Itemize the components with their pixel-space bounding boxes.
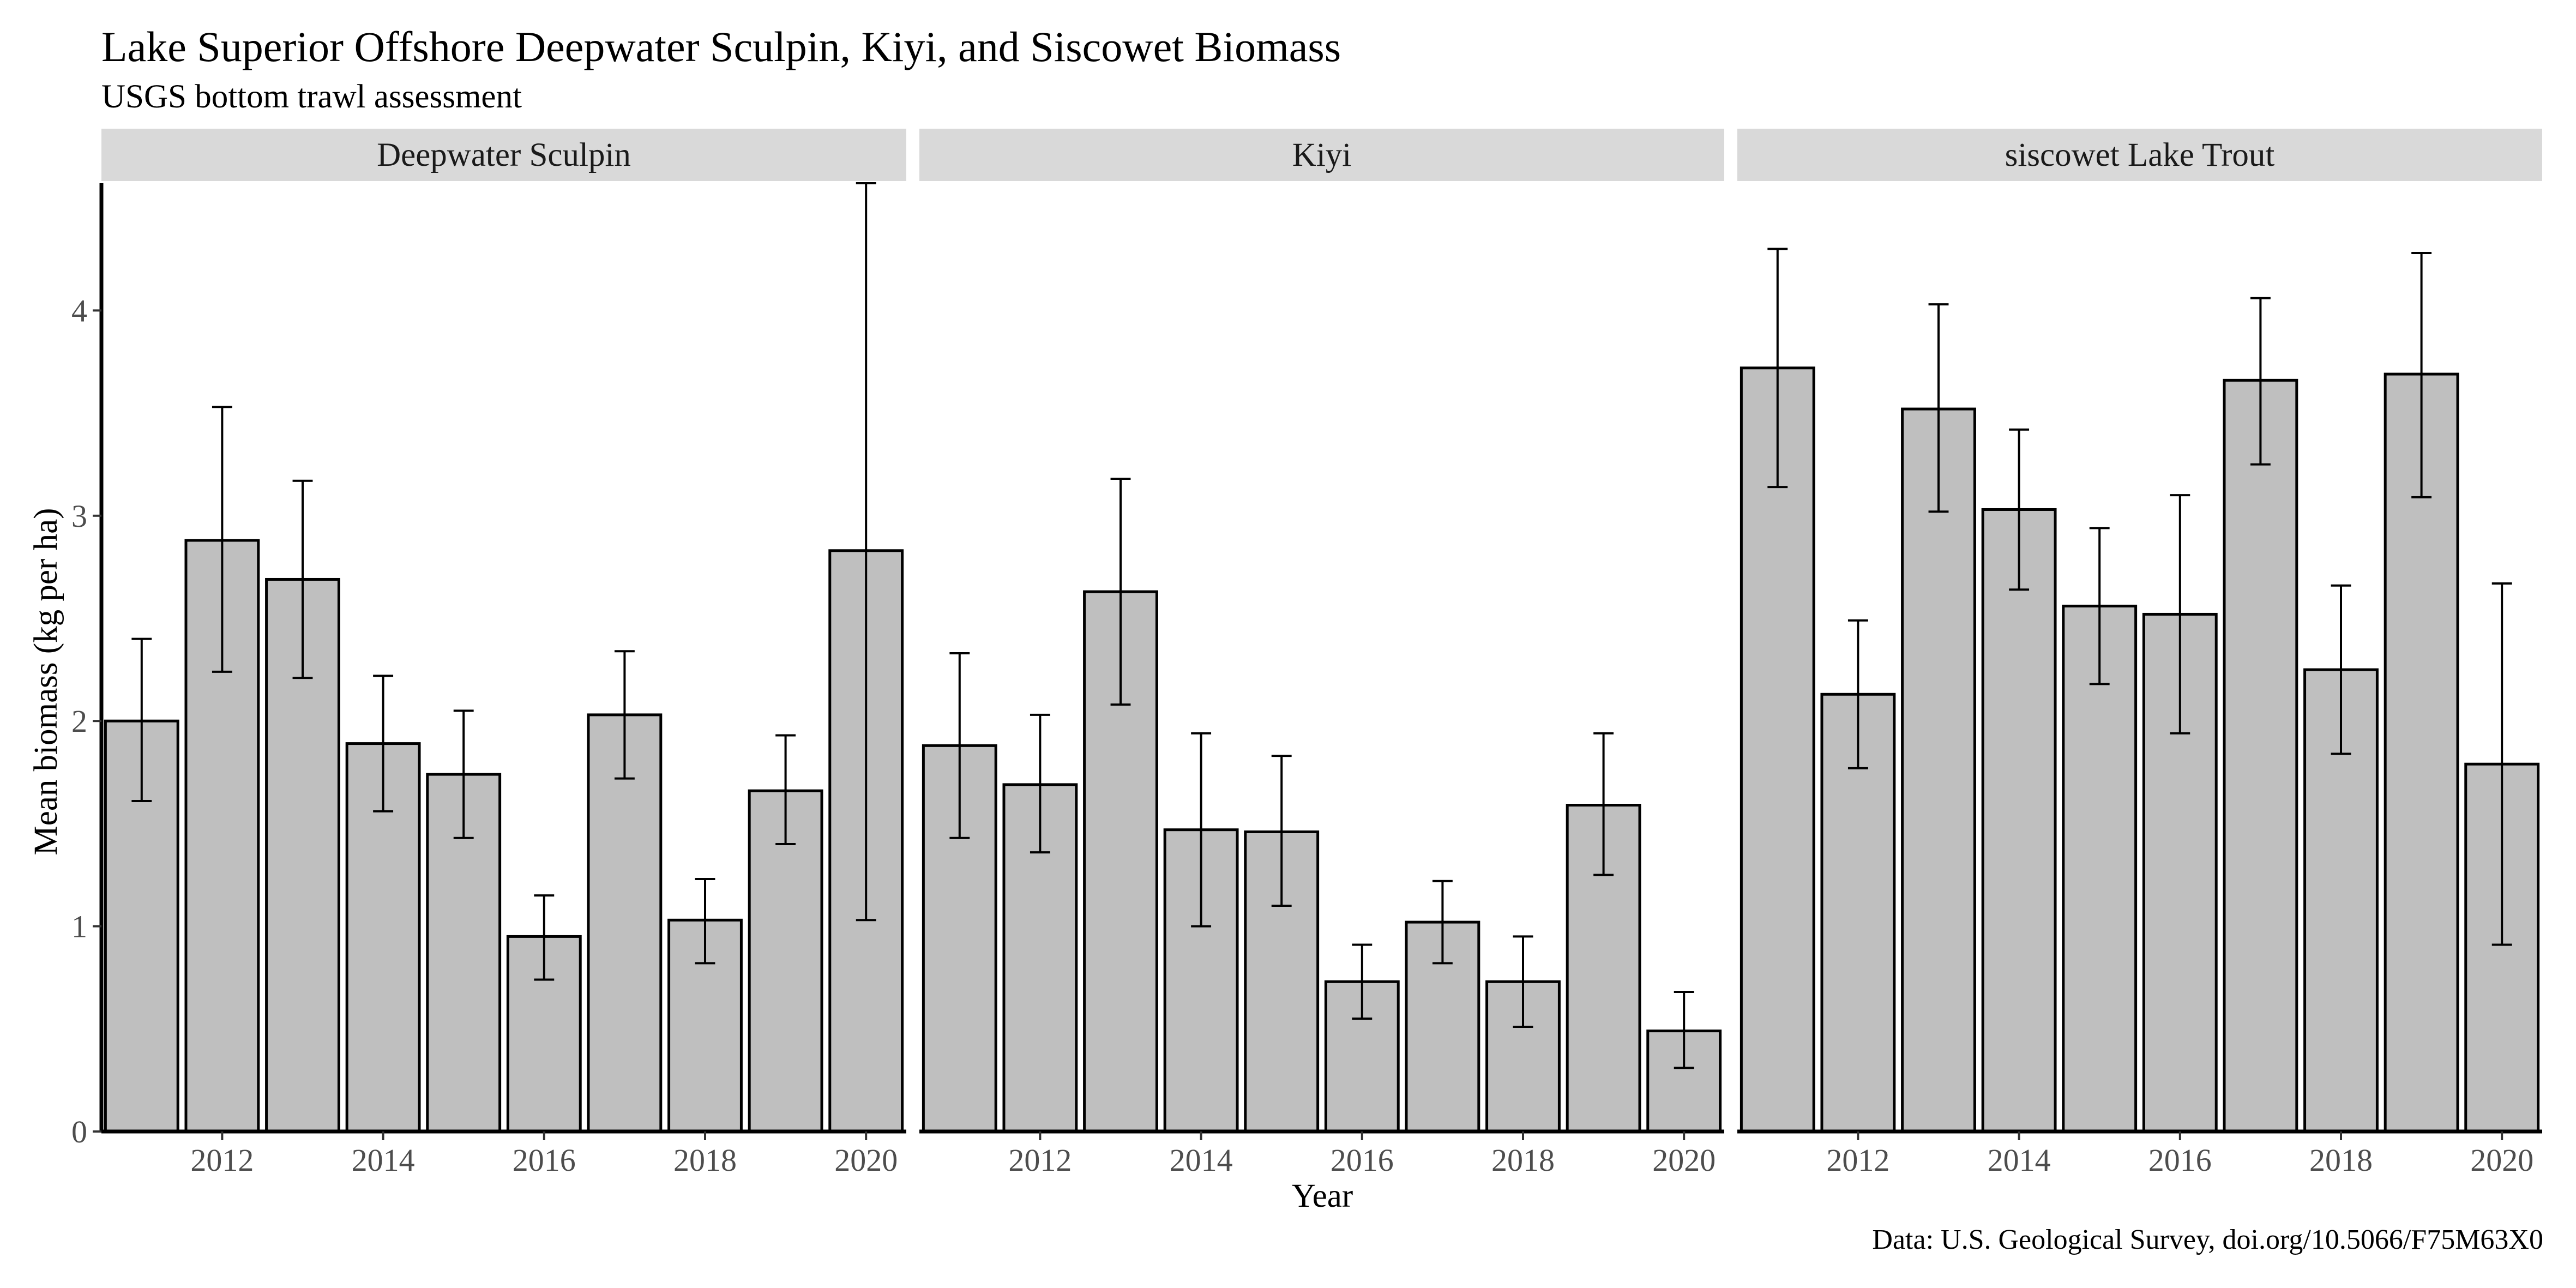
x-axis-title: Year [1292,1178,1353,1214]
error-bar [373,675,394,812]
x-tick-label: 2014 [1170,1142,1233,1178]
error-bar [614,650,635,780]
error-bar [2331,584,2351,755]
error-bar [2170,494,2190,735]
error-bar [1110,478,1131,706]
error-bar [2089,527,2110,685]
error-bar [292,479,313,679]
y-axis-title: Mean biomass (kg per ha) [28,508,64,856]
y-tick-label: 3 [71,498,87,534]
y-axis: 0 1 2 3 4 [71,183,104,1149]
facet-label: Kiyi [1292,137,1351,173]
error-bar [1928,303,1949,513]
x-tick-label: 2012 [1008,1142,1072,1178]
bar [2223,378,2298,1133]
facet-strip [101,129,906,181]
y-tick-label: 4 [71,293,87,328]
facet-strip [919,129,1724,181]
error-bar [453,709,474,839]
error-bar [1847,619,1868,769]
bar [2384,372,2459,1133]
facet-strip [1737,129,2542,181]
x-tick-label: 2020 [2470,1142,2533,1178]
bar [587,713,663,1133]
error-bar [1513,935,1533,1028]
x-tick-label: 2018 [1491,1142,1555,1178]
facet-label: Deepwater Sculpin [377,137,631,173]
error-bar [775,734,796,846]
y-tick-label: 1 [71,909,87,944]
y-tick-label: 0 [71,1114,87,1149]
error-bar [695,878,715,965]
error-bar [212,406,232,673]
x-tick-label: 2014 [352,1142,415,1178]
error-bar [2411,251,2432,498]
bar [1981,508,2057,1133]
error-bar [1030,713,1050,854]
facet-label: siscowet Lake Trout [2005,137,2275,173]
error-bar [1191,732,1212,928]
error-bar [1767,248,1788,489]
error-bar [2250,297,2271,466]
error-bar [1352,943,1373,1020]
x-tick-label: 2020 [1652,1142,1716,1178]
error-bar [2491,582,2512,946]
x-tick-label: 2020 [834,1142,898,1178]
bar [1740,366,1815,1133]
error-bar [1432,880,1453,965]
error-bar [1271,755,1292,907]
x-tick-label: 2014 [1988,1142,2051,1178]
error-bar [131,637,152,802]
x-tick-label: 2016 [1331,1142,1394,1178]
facet-panel: Deepwater Sculpin 2012 2014 2016 2018 2020 [101,129,906,1178]
bar [1901,407,1976,1133]
x-tick-label: 2012 [190,1142,254,1178]
chart-title: Lake Superior Offshore Deepwater Sculpin… [101,23,1341,70]
error-bar [1593,732,1614,876]
caption: Data: U.S. Geological Survey, doi.org/10… [1872,1224,2543,1255]
x-tick-label: 2016 [513,1142,576,1178]
x-tick-label: 2012 [1826,1142,1889,1178]
error-bar [1674,991,1694,1069]
x-tick-label: 2018 [673,1142,737,1178]
facet-panel: siscowet Lake Trout 2012 2014 2016 2018 2020 [1737,129,2542,1178]
x-tick-label: 2018 [2309,1142,2373,1178]
chart-subtitle: USGS bottom trawl assessment [101,79,522,115]
error-bar [856,182,876,922]
bar [748,789,823,1133]
y-tick-label: 2 [71,703,87,739]
error-bar [949,652,970,839]
x-tick-label: 2016 [2148,1142,2212,1178]
bar [2062,604,2138,1133]
error-bar [534,894,555,981]
facet-panel: Kiyi 2012 2014 2016 2018 2020 [919,129,1724,1178]
error-bar [2009,428,2030,591]
